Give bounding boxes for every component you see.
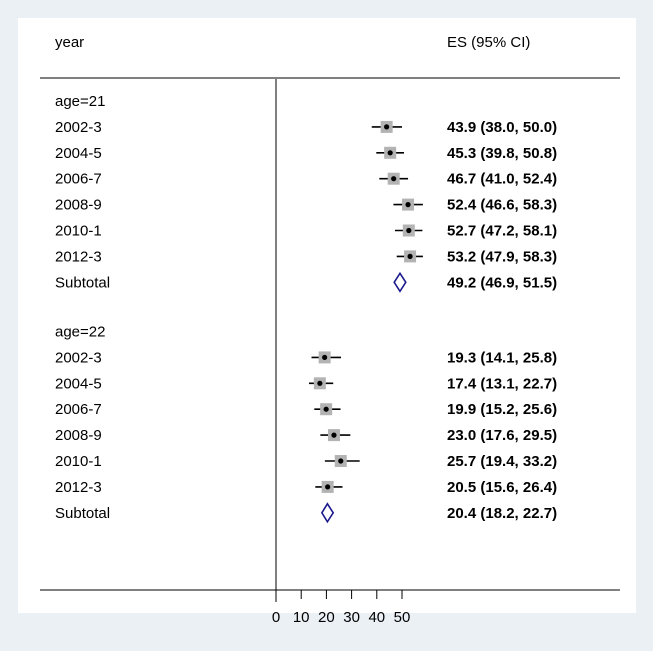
x-tick-label: 10 (293, 609, 310, 626)
point-estimate (338, 458, 344, 464)
row-label: 2012-3 (55, 479, 102, 496)
subtotal-diamond (393, 271, 407, 293)
point-estimate (406, 227, 412, 234)
row-label: 2004-5 (55, 375, 102, 392)
effect-size-label: 45.3 (39.8, 50.8) (447, 145, 557, 162)
group-label: age=21 (55, 93, 105, 110)
x-tick-label: 20 (318, 609, 335, 626)
effect-size-label: 17.4 (13.1, 22.7) (447, 375, 557, 392)
row-label: 2008-9 (55, 197, 102, 214)
row-label: 2006-7 (55, 401, 102, 418)
effect-size-label: 53.2 (47.9, 58.3) (447, 248, 557, 265)
group-label: age=22 (55, 324, 105, 341)
x-tick-label: 0 (272, 609, 280, 626)
point-estimate (322, 354, 328, 361)
column-header-right: ES (95% CI) (447, 34, 530, 51)
row-label: 2004-5 (55, 145, 102, 162)
row-label: 2002-3 (55, 119, 102, 136)
effect-size-label: 43.9 (38.0, 50.0) (447, 119, 557, 136)
plot-panel (18, 18, 636, 613)
point-estimate (317, 380, 323, 386)
effect-size-label: 46.7 (41.0, 52.4) (447, 171, 557, 188)
point-estimate (405, 202, 411, 208)
row-label: 2012-3 (55, 248, 102, 265)
effect-size-label: 20.5 (15.6, 26.4) (447, 479, 557, 496)
point-estimate (323, 406, 329, 412)
row-label: 2010-1 (55, 223, 102, 240)
subtotal-effect-label: 49.2 (46.9, 51.5) (447, 274, 557, 291)
row-label: 2008-9 (55, 427, 102, 444)
point-estimate (325, 484, 331, 490)
x-tick-label: 40 (368, 609, 385, 626)
effect-size-label: 19.3 (14.1, 25.8) (447, 349, 557, 366)
subtotal-label: Subtotal (55, 505, 110, 522)
point-estimate (407, 253, 413, 259)
point-estimate (331, 432, 337, 438)
row-label: 2010-1 (55, 453, 102, 470)
effect-size-label: 52.7 (47.2, 58.1) (447, 223, 557, 240)
column-header-left: year (55, 34, 84, 51)
point-estimate (384, 124, 390, 130)
subtotal-effect-label: 20.4 (18.2, 22.7) (447, 505, 557, 522)
row-label: 2002-3 (55, 349, 102, 366)
effect-size-label: 19.9 (15.2, 25.6) (447, 401, 557, 418)
effect-size-label: 52.4 (46.6, 58.3) (447, 197, 557, 214)
subtotal-diamond (320, 502, 335, 524)
row-label: 2006-7 (55, 171, 102, 188)
effect-size-label: 25.7 (19.4, 33.2) (447, 453, 557, 470)
point-estimate (391, 176, 397, 182)
x-tick-label: 30 (343, 609, 360, 626)
point-estimate (387, 150, 393, 156)
effect-size-label: 23.0 (17.6, 29.5) (447, 427, 557, 444)
subtotal-label: Subtotal (55, 274, 110, 291)
x-tick-label: 50 (394, 609, 411, 626)
